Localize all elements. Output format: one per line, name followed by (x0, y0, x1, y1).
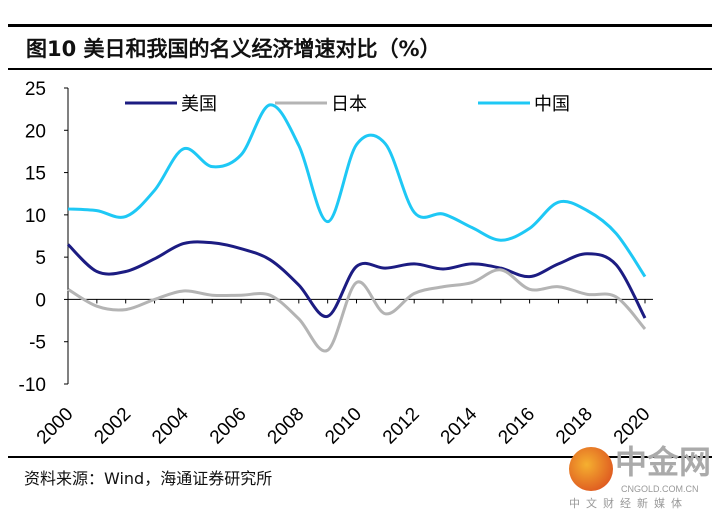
top-rule (8, 24, 712, 27)
logo-name: 中金网 (615, 443, 712, 481)
source-rule (8, 456, 712, 458)
y-tick-label: 25 (25, 79, 46, 100)
x-tick-label: 2016 (494, 404, 539, 449)
title-rule (8, 68, 712, 70)
x-tick-label: 2010 (321, 404, 366, 449)
y-tick-label: -10 (19, 375, 46, 396)
x-tick-label: 2008 (264, 404, 309, 449)
y-tick-label: -5 (29, 333, 46, 354)
legend-label: 美国 (181, 94, 217, 114)
x-tick-label: 2000 (33, 404, 78, 449)
y-tick-label: 20 (25, 121, 46, 142)
series-line-美国 (66, 240, 647, 319)
line-chart: -10 -5 0 5 10 15 20 25 2000 2002 2004 2006 2008 2010 2… (19, 79, 655, 449)
source-note: 资料来源：Wind，海通证券研究所 (24, 469, 273, 488)
series-line-日本 (67, 268, 647, 353)
logo-emblem-icon (569, 447, 613, 491)
x-tick-label: 2012 (379, 404, 424, 449)
logo-domain: CNGOLD.COM.CN (621, 484, 699, 494)
y-tick-label: 15 (25, 164, 46, 185)
y-tick-label: 10 (25, 206, 46, 227)
figure-title: 图10 美日和我国的名义经济增速对比（%） (26, 37, 441, 61)
y-tick-label: 0 (35, 290, 46, 311)
series-line-中国 (67, 103, 647, 278)
x-tick-label: 2002 (90, 404, 135, 449)
legend-label: 中国 (534, 94, 570, 114)
x-tick-label: 2014 (437, 403, 482, 448)
x-tick-label: 2004 (148, 403, 193, 448)
x-tick-label: 2006 (206, 404, 251, 449)
legend-label: 日本 (331, 94, 367, 114)
watermark-logo: 中金网 CNGOLD.COM.CN 中文财经新媒体 (567, 442, 717, 512)
y-tick-label: 5 (35, 248, 46, 269)
logo-tagline: 中文财经新媒体 (569, 497, 688, 510)
